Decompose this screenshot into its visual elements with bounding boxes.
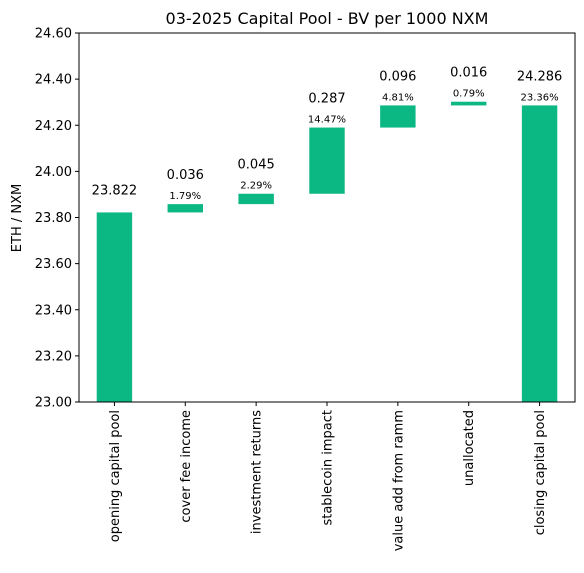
bar-value-label: 0.045	[238, 158, 275, 173]
y-tick-label: 23.80	[35, 211, 72, 226]
y-axis-ticks: 23.00 23.20 23.40 23.60 23.80 24.00 24.20 24.40…	[35, 27, 79, 411]
bar-value-label: 0.287	[308, 92, 345, 107]
x-tick-label: unallocated	[462, 410, 477, 486]
y-tick-label: 24.40	[35, 73, 72, 88]
waterfall-bar	[309, 127, 345, 194]
bar-percent-label: 14.47%	[308, 115, 346, 126]
bar-percent-label: 0.79%	[453, 89, 485, 100]
waterfall-bar	[380, 105, 416, 128]
x-tick-label: closing capital pool	[533, 410, 548, 535]
y-tick-label: 23.60	[35, 257, 72, 272]
bar-percent-label: 4.81%	[382, 92, 414, 103]
bars-layer	[96, 101, 558, 402]
plot-frame	[78, 32, 576, 403]
x-tick-label: opening capital pool	[108, 410, 123, 542]
y-tick-label: 23.40	[35, 303, 72, 318]
x-tick-label: value add from ramm	[391, 410, 406, 551]
x-tick-label: investment returns	[250, 410, 265, 534]
bar-value-label: 0.016	[450, 66, 487, 81]
bar-percent-label: 1.79%	[169, 191, 201, 202]
waterfall-bar	[451, 101, 487, 106]
waterfall-bar	[521, 105, 558, 402]
bar-percent-label: 2.29%	[240, 181, 272, 192]
y-tick-label: 23.00	[35, 396, 72, 411]
y-tick-label: 23.20	[35, 349, 72, 364]
bar-value-label: 0.096	[379, 69, 416, 84]
y-axis-label: ETH / NXM	[10, 184, 25, 252]
chart-title: 03-2025 Capital Pool - BV per 1000 NXM	[166, 9, 489, 28]
waterfall-bar	[167, 204, 203, 213]
bar-value-label: 23.822	[92, 183, 138, 198]
x-tick-label: cover fee income	[179, 410, 194, 523]
x-axis-ticks: opening capital pool cover fee income inve…	[108, 402, 548, 551]
x-tick-label: stablecoin impact	[321, 410, 336, 526]
bar-labels-layer: 23.822 0.036 1.79% 0.045 2.29% 0.287 14.47% 0.0…	[92, 66, 563, 202]
y-tick-label: 24.00	[35, 165, 72, 180]
bar-percent-label: 23.36%	[521, 92, 559, 103]
bar-value-label: 0.036	[167, 168, 204, 183]
y-tick-label: 24.60	[35, 27, 72, 42]
bar-value-label: 24.286	[517, 69, 563, 84]
waterfall-bar	[238, 193, 274, 205]
waterfall-bar	[96, 212, 133, 402]
y-tick-label: 24.20	[35, 119, 72, 134]
